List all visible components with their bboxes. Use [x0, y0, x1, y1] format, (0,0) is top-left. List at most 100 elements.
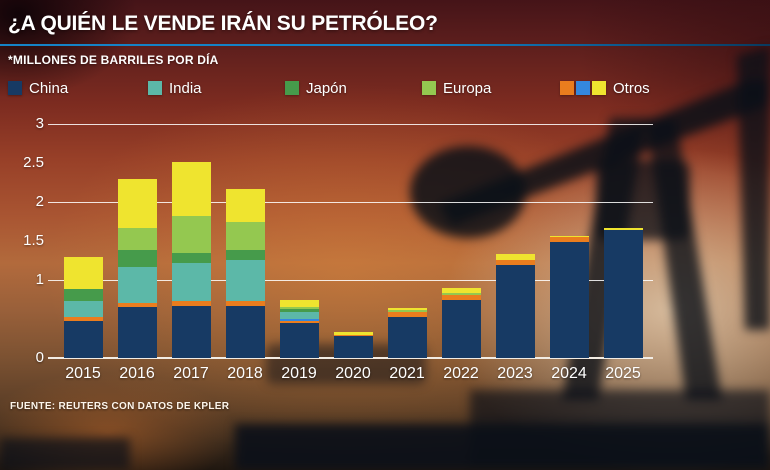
- bar-segment-2015-india: [63, 301, 103, 317]
- x-tick-label-2022: 2022: [443, 365, 479, 382]
- legend-swatch-otros_orange: [560, 81, 574, 95]
- legend-swatch-japon: [285, 81, 299, 95]
- legend-label-japon: Japón: [306, 79, 347, 97]
- chart-subtitle: *MILLONES DE BARRILES POR DÍA: [8, 53, 219, 67]
- legend-item-china: China: [8, 79, 68, 97]
- bar-segment-2024-otros_yellow: [549, 235, 589, 238]
- bar-2019: [279, 299, 319, 358]
- gridline-y2: [48, 202, 653, 203]
- bar-segment-2016-otros_orange: [117, 302, 157, 308]
- bar-segment-2016-india: [117, 266, 157, 303]
- bar-2017: [171, 162, 211, 358]
- legend-item-india: India: [148, 79, 202, 97]
- bar-segment-2019-china: [279, 322, 319, 358]
- bar-2015: [63, 257, 103, 358]
- bar-segment-2019-europa: [279, 306, 319, 309]
- gridline-y3: [48, 124, 653, 125]
- bar-segment-2021-otros_yellow: [387, 308, 427, 311]
- x-tick-label-2015: 2015: [65, 365, 101, 382]
- legend-item-japon: Japón: [285, 79, 347, 97]
- bar-segment-2021-europa: [387, 310, 427, 312]
- bar-segment-2017-china: [171, 305, 211, 358]
- y-tick-label-2: 2: [35, 193, 44, 210]
- x-tick-label-2020: 2020: [335, 365, 371, 382]
- bar-segment-2023-otros_yellow: [495, 254, 535, 260]
- y-tick-label-2.5: 2.5: [23, 154, 44, 171]
- bar-segment-2016-otros_yellow: [117, 179, 157, 228]
- bar-2025: [603, 227, 643, 358]
- x-tick-label-2024: 2024: [551, 365, 587, 382]
- foreground-dark-left: [0, 438, 130, 470]
- bar-segment-2016-china: [117, 307, 157, 358]
- legend-item-europa: Europa: [422, 79, 491, 97]
- bar-segment-2019-otros_yellow: [279, 299, 319, 307]
- bar-segment-2025-otros_yellow: [603, 227, 643, 231]
- y-tick-label-1.5: 1.5: [23, 232, 44, 249]
- bar-2016: [117, 179, 157, 358]
- legend-item-otros: Otros: [560, 79, 650, 97]
- legend-swatch-otros_blue: [576, 81, 590, 95]
- gridline-y1: [48, 280, 653, 281]
- bar-segment-2020-china: [333, 336, 373, 358]
- bar-segment-2025-china: [603, 230, 643, 358]
- bar-segment-2016-japon: [117, 250, 157, 267]
- bar-segment-2015-china: [63, 320, 103, 358]
- bar-segment-2024-otros_orange: [549, 237, 589, 242]
- bar-segment-2015-otros_yellow: [63, 257, 103, 290]
- legend-label-europa: Europa: [443, 79, 492, 97]
- bar-segment-2015-japon: [63, 289, 103, 302]
- bar-segment-2018-europa: [225, 222, 265, 251]
- bar-segment-2023-china: [495, 265, 535, 358]
- legend-swatch-otros_yellow: [592, 81, 606, 95]
- bar-segment-2022-europa: [441, 292, 481, 295]
- bar-segment-2022-china: [441, 300, 481, 358]
- bar-segment-2016-europa: [117, 227, 157, 251]
- x-tick-label-2021: 2021: [389, 365, 425, 382]
- bar-segment-2018-china: [225, 305, 265, 358]
- bar-segment-2018-otros_orange: [225, 301, 265, 306]
- x-tick-label-2023: 2023: [497, 365, 533, 382]
- x-axis-baseline: [48, 357, 653, 359]
- bar-segment-2020-otros_orange: [333, 334, 373, 337]
- pump-gearbox: [596, 160, 690, 240]
- bar-segment-2021-china: [387, 317, 427, 358]
- pump-horsehead: [410, 146, 526, 238]
- legend-label-india: India: [169, 79, 202, 97]
- bar-segment-2017-japon: [171, 252, 211, 263]
- bar-segment-2017-otros_yellow: [171, 162, 211, 217]
- bar-segment-2018-india: [225, 259, 265, 302]
- legend-label-china: China: [29, 79, 69, 97]
- bar-segment-2019-japon: [279, 308, 319, 313]
- x-tick-label-2017: 2017: [173, 365, 209, 382]
- bar-segment-2022-otros_orange: [441, 294, 481, 301]
- bar-segment-2024-china: [549, 241, 589, 358]
- bar-segment-2019-otros_orange: [279, 321, 319, 323]
- bar-segment-2017-europa: [171, 216, 211, 253]
- bar-2018: [225, 188, 265, 358]
- bar-segment-2022-otros_yellow: [441, 287, 481, 293]
- pump-counterweight: [737, 46, 770, 330]
- page-title: ¿A QUIÉN LE VENDE IRÁN SU PETRÓLEO?: [8, 12, 438, 35]
- bar-2023: [495, 254, 535, 358]
- bar-segment-2018-otros_yellow: [225, 188, 265, 223]
- bar-segment-2017-otros_orange: [171, 301, 211, 306]
- bar-2020: [333, 332, 373, 358]
- bar-2021: [387, 308, 427, 358]
- legend-swatch-china: [8, 81, 22, 95]
- bar-segment-2020-otros_yellow: [333, 332, 373, 335]
- x-tick-label-2016: 2016: [119, 365, 155, 382]
- foreground-machinery-band: [235, 424, 770, 470]
- x-tick-label-2025: 2025: [605, 365, 641, 382]
- y-tick-label-1: 1: [35, 271, 44, 288]
- y-tick-label-3: 3: [35, 115, 44, 132]
- bar-segment-2019-india: [279, 312, 319, 320]
- bar-2024: [549, 235, 589, 358]
- source-note: FUENTE: REUTERS CON DATOS DE KPLER: [10, 401, 230, 412]
- x-tick-label-2018: 2018: [227, 365, 263, 382]
- bar-segment-2017-india: [171, 262, 211, 302]
- bar-segment-2019-otros_blue: [279, 319, 319, 322]
- legend-swatch-europa: [422, 81, 436, 95]
